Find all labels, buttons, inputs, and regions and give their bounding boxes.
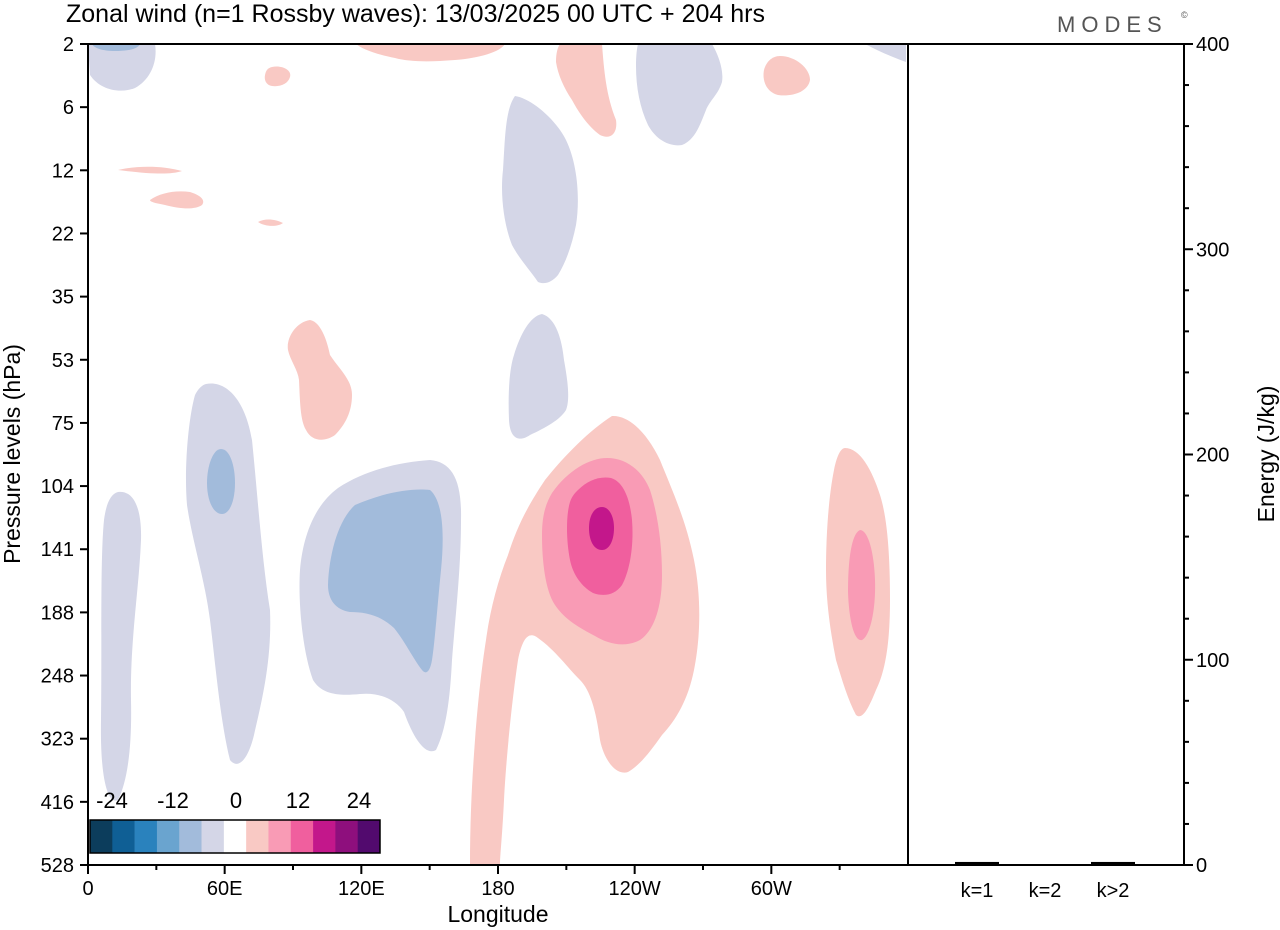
energy-category-label: k=1 [961, 880, 994, 902]
colorbar-frame [89, 819, 381, 854]
neg-contour-dateline-mid [508, 314, 569, 439]
pressure-tick-label: 75 [52, 413, 74, 435]
pos-contour-top-180 [556, 44, 617, 137]
energy-chart: k=1 k=2 k>2 0 100 200 300 400 Energy (J/kg) [907, 34, 1279, 902]
colorbar-swatch [335, 820, 358, 853]
pressure-tick-label: 6 [63, 97, 74, 119]
contour-plot: -24 -12 0 12 24 2 6 12 22 35 53 75 104 141 188 248 323 4… [0, 34, 909, 927]
pos-contour-small-b [118, 166, 182, 174]
pressure-tick-label: 141 [41, 539, 74, 561]
colorbar-tick-label: -24 [96, 788, 128, 813]
neg-contour-dateline-upper [502, 96, 578, 284]
pressure-tick-label: 416 [41, 792, 74, 814]
pos-contour-top-mid [356, 44, 505, 62]
pos-contour-53hpa [287, 320, 352, 440]
energy-tick-label: 0 [1196, 855, 1207, 877]
energy-bar [1023, 864, 1067, 865]
colorbar-swatch [90, 820, 113, 853]
contour-fills [88, 44, 906, 865]
energy-tick-label: 400 [1196, 34, 1229, 56]
colorbar-swatch [357, 820, 381, 853]
pressure-tick-label: 248 [41, 666, 74, 688]
pressure-tick-label: 53 [52, 350, 74, 372]
chart-title: Zonal wind (n=1 Rossby waves): 13/03/202… [66, 0, 765, 28]
colorbar-swatches [89, 819, 381, 854]
colorbar-swatch [246, 820, 269, 853]
colorbar-swatch [290, 820, 314, 853]
pressure-tick-label: 2 [63, 34, 74, 56]
longitude-tick-label: 180 [481, 878, 514, 900]
energy-category-label: k=2 [1029, 880, 1062, 902]
neg-contour-west-column [100, 491, 142, 801]
neg-contour-60e-core [207, 449, 235, 514]
neg-contour-60e-column [185, 383, 271, 764]
pressure-tick-label: 528 [41, 855, 74, 877]
neg-contour-120w-top [636, 44, 723, 146]
longitude-tick-label: 120E [338, 878, 385, 900]
pressure-tick-label: 35 [52, 287, 74, 309]
colorbar-tick-label: -12 [157, 788, 189, 813]
modes-logo: MODES © [1057, 10, 1188, 37]
pressure-tick-label: 104 [41, 476, 74, 498]
colorbar-swatch [201, 820, 225, 853]
colorbar-swatch [268, 820, 292, 853]
energy-bar [955, 861, 999, 865]
pos-contour-small-a [264, 66, 291, 87]
pressure-tick-label: 22 [52, 223, 74, 245]
colorbar-tick-label: 0 [230, 788, 242, 813]
pressure-tick-label: 323 [41, 729, 74, 751]
pos-contour-east-core [848, 530, 876, 641]
neg-contour-top-right [865, 44, 906, 62]
x-axis-label: Longitude [447, 901, 548, 927]
colorbar-tick-label: 24 [347, 788, 371, 813]
energy-tick-label: 300 [1196, 239, 1229, 261]
colorbar-swatch [313, 820, 336, 853]
energy-category-label: k>2 [1097, 880, 1130, 902]
pressure-tick-label: 188 [41, 602, 74, 624]
energy-category-labels: k=1 k=2 k>2 [961, 880, 1130, 902]
neg-contour-120e-inner [328, 489, 443, 673]
colorbar-swatch [223, 820, 247, 853]
colorbar-tick-label: 12 [286, 788, 310, 813]
pos-contour-small-d [258, 219, 283, 226]
colorbar-ticks: -24 -12 0 12 24 [96, 788, 371, 813]
colorbar-swatch [156, 820, 180, 853]
energy-tick-label: 100 [1196, 650, 1229, 672]
y-axis-label: Pressure levels (hPa) [0, 344, 25, 564]
longitude-tick-label: 60E [207, 878, 243, 900]
longitude-tick-label: 60W [751, 878, 792, 900]
pressure-tick-label: 12 [52, 160, 74, 182]
neg-contour-top-left [88, 44, 156, 91]
pos-contour-jet-level4 [589, 507, 614, 550]
colorbar-swatch [134, 820, 158, 853]
logo-text: MODES [1057, 12, 1168, 37]
longitude-axis: 0 60E 120E 180 120W 60W [82, 865, 841, 900]
pos-contour-top-east [763, 56, 810, 96]
energy-bar [1091, 861, 1135, 865]
energy-axis: 0 100 200 300 400 [1184, 34, 1229, 877]
energy-bars [955, 861, 1135, 865]
colorbar-swatch [179, 820, 202, 853]
longitude-tick-label: 0 [82, 878, 93, 900]
colorbar-swatch [112, 820, 135, 853]
energy-axis-label: Energy (J/kg) [1253, 386, 1279, 523]
neg-contour-top-left-core [92, 44, 140, 51]
energy-tick-label: 200 [1196, 445, 1229, 467]
pos-contour-small-c [150, 191, 204, 209]
longitude-tick-label: 120W [609, 878, 661, 900]
colorbar: -24 -12 0 12 24 [89, 788, 381, 854]
pressure-axis: 2 6 12 22 35 53 75 104 141 188 248 323 416 528 [41, 34, 88, 877]
logo-mark: © [1181, 10, 1188, 20]
